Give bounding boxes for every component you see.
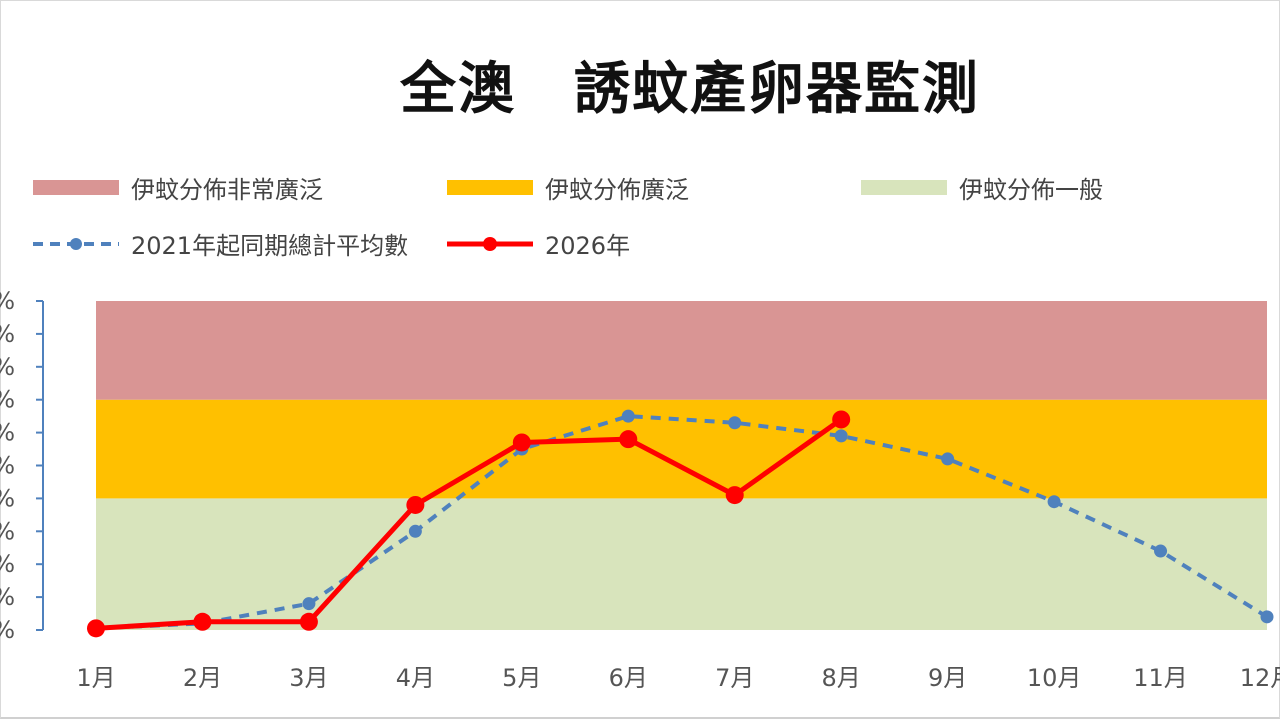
legend-widespread: 伊蚊分佈廣泛 [447, 170, 689, 205]
series-2-point-1 [87, 619, 105, 638]
x-tick-label-12: 12月 [1240, 664, 1280, 692]
y-tick-label-6: % [0, 419, 15, 447]
legend-label-very-widespread: 伊蚊分佈非常廣泛 [131, 176, 323, 204]
series-2-point-6 [619, 430, 638, 449]
series-2-point-7 [725, 486, 744, 505]
series-layer [87, 409, 1274, 638]
series-1-point-4 [408, 524, 422, 538]
x-tick-label-8: 8月 [822, 664, 861, 692]
series-1-point-9 [941, 452, 955, 466]
series-2-point-4 [406, 495, 425, 514]
series-2-point-5 [512, 433, 531, 452]
y-tick-label-2: % [0, 550, 15, 578]
legend-swatch-very-widespread [33, 180, 119, 195]
y-tick-label-7: % [0, 386, 15, 414]
band-2 [96, 399, 1267, 499]
y-tick-label-9: % [0, 320, 15, 348]
x-tick-label-1: 1月 [76, 664, 115, 692]
series-1-point-6 [621, 409, 635, 423]
series-1-point-3 [302, 597, 316, 611]
x-axis-labels: 1月 2月 3月 4月 5月 6月 7月 8月 9月 10月 11月 12月 [76, 664, 1280, 692]
legend-swatch-widespread [447, 180, 533, 195]
x-tick-label-10: 10月 [1027, 664, 1082, 692]
chart-title: 全澳 誘蚊產卵器監測 [400, 57, 980, 122]
legend-current-series: 2026年 [447, 226, 630, 261]
x-tick-label-4: 4月 [396, 664, 435, 692]
y-tick-label-3: % [0, 517, 15, 545]
x-tick-label-5: 5月 [502, 664, 541, 692]
x-tick-label-2: 2月 [183, 664, 222, 692]
legend-average-series: 2021年起同期總計平均數 [33, 226, 408, 261]
y-tick-label-0: % [0, 616, 15, 644]
series-2-point-2 [193, 612, 212, 631]
series-line-2 [95, 417, 843, 631]
y-tick-label-8: % [0, 353, 15, 381]
legend-general: 伊蚊分佈一般 [861, 170, 1103, 205]
legend-label-general: 伊蚊分佈一般 [959, 176, 1103, 204]
x-tick-label-7: 7月 [715, 664, 754, 692]
x-tick-label-6: 6月 [609, 664, 648, 692]
y-tick-label-4: % [0, 484, 15, 512]
y-axis: %%%%%%%%%%% [0, 287, 44, 644]
band-3 [96, 301, 1267, 400]
x-tick-label-3: 3月 [289, 664, 328, 692]
band-layer [96, 301, 1267, 630]
series-2-point-8 [832, 410, 851, 429]
series-1-point-12 [1260, 610, 1274, 624]
y-tick-label-5: % [0, 452, 15, 480]
x-tick-label-9: 9月 [928, 664, 967, 692]
series-1-point-7 [728, 416, 742, 430]
y-tick-label-1: % [0, 583, 15, 611]
x-tick-label-11: 11月 [1133, 664, 1188, 692]
legend-label-average: 2021年起同期總計平均數 [131, 232, 409, 260]
legend-line-current [447, 236, 533, 251]
legend-swatch-general [861, 180, 947, 195]
series-1-point-11 [1154, 544, 1168, 558]
series-1-point-8 [834, 429, 848, 443]
band-1 [96, 498, 1267, 630]
legend-label-current: 2026年 [545, 232, 631, 260]
series-2-point-3 [299, 612, 318, 631]
series-line-1 [95, 414, 1269, 631]
legend-label-widespread: 伊蚊分佈廣泛 [545, 176, 689, 204]
y-tick-label-10: % [0, 287, 15, 315]
legend-very-widespread: 伊蚊分佈非常廣泛 [33, 170, 323, 205]
legend-line-average [33, 237, 119, 250]
series-1-point-10 [1047, 495, 1061, 509]
